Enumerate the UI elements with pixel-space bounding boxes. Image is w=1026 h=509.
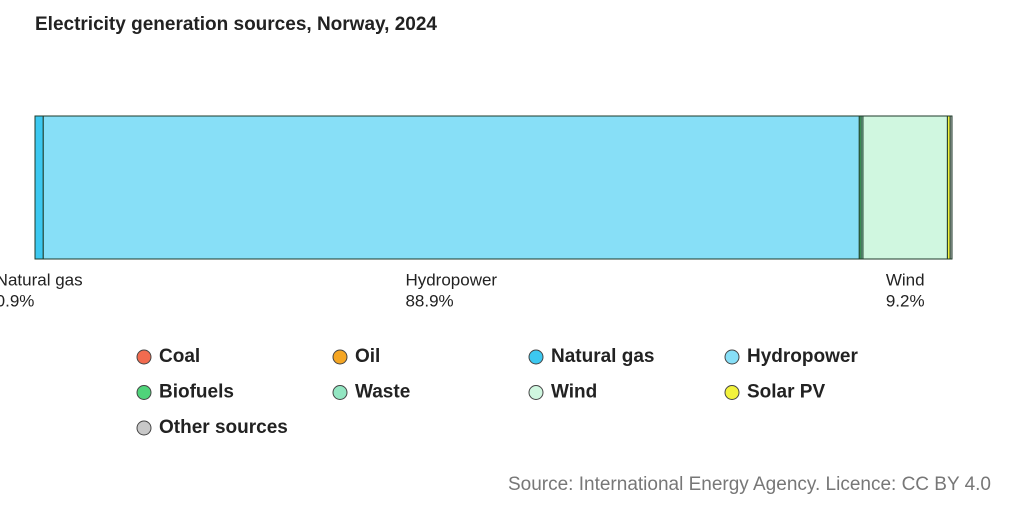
legend-marker (724, 349, 740, 365)
bar-segment (34, 115, 44, 260)
value-label: 0.9% (0, 291, 34, 310)
legend-marker (332, 349, 348, 365)
legend-label: Biofuels (159, 382, 234, 403)
segment-label: Natural gas (0, 270, 83, 289)
legend-marker (332, 385, 348, 400)
bar-segment (42, 115, 860, 260)
chart-title: Electricity generation sources, Norway, … (35, 14, 437, 35)
legend-marker (528, 349, 544, 365)
value-label: 9.2% (886, 291, 925, 310)
legend-label: Hydropower (747, 346, 858, 367)
source: Source: International Energy Agency. Lic… (508, 474, 991, 495)
segment-label: Hydropower (405, 270, 497, 289)
legend-label: Other sources (159, 417, 288, 438)
bar-segment (949, 115, 953, 260)
bar-segment (862, 115, 948, 260)
value-label: 88.9% (405, 291, 453, 310)
legend-label: Oil (355, 346, 380, 367)
legend-marker (136, 385, 152, 400)
segment-label: Wind (886, 270, 925, 289)
legend-label: Coal (159, 346, 200, 367)
legend-marker (724, 385, 740, 400)
legend-label: Wind (551, 382, 597, 403)
legend-marker (136, 420, 152, 436)
legend-marker (136, 349, 152, 365)
legend-label: Waste (355, 382, 410, 403)
legend-label: Solar PV (747, 382, 825, 403)
legend-label: Natural gas (551, 346, 654, 367)
legend-marker (528, 385, 544, 400)
